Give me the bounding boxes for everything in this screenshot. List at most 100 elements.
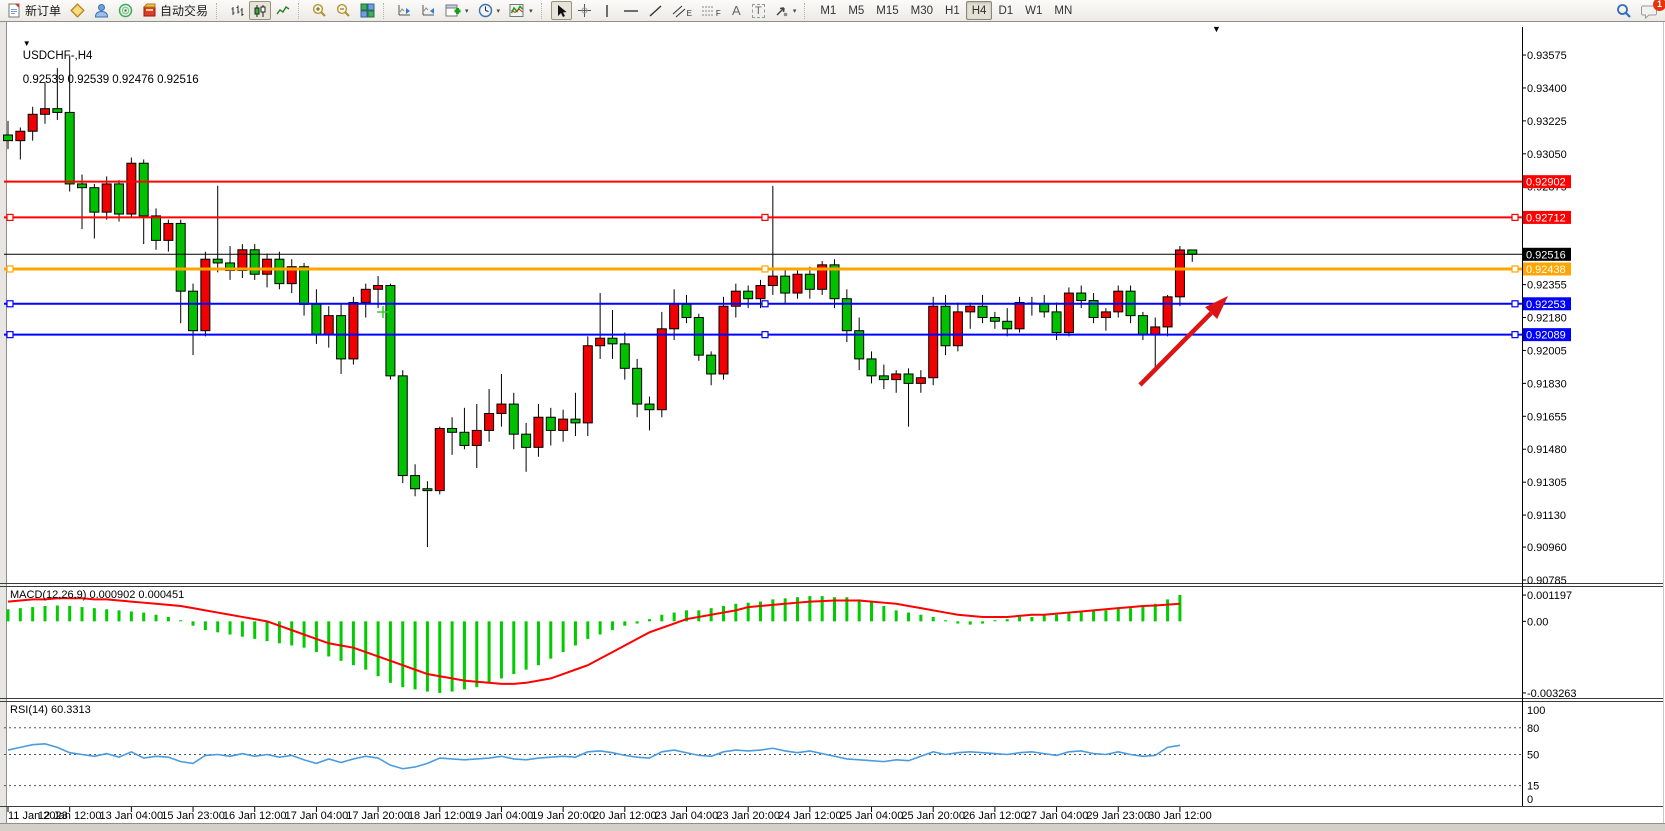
timeframe-button-M15[interactable]: M15 — [876, 4, 899, 17]
candle — [644, 403, 655, 411]
panel-collapse-icon[interactable]: ▼ — [1212, 24, 1221, 34]
timeframe-button-H1[interactable]: H1 — [945, 4, 960, 17]
bar-chart-mode-button[interactable] — [226, 1, 248, 20]
text-label-tool-button[interactable]: T — [748, 1, 769, 20]
chart-shift-button[interactable] — [417, 1, 440, 20]
candle — [928, 305, 939, 379]
line-anchor-handle[interactable] — [1511, 213, 1519, 222]
candle — [582, 345, 593, 424]
candle-chart-mode-button[interactable] — [249, 1, 272, 20]
crosshair-tool-button[interactable] — [573, 1, 596, 20]
price-tick-label: 0.93225 — [1527, 116, 1567, 128]
candle — [681, 303, 692, 319]
new-order-button[interactable]: 新订单 — [3, 1, 65, 20]
line-chart-mode-button[interactable] — [272, 1, 294, 20]
trend-arrow-head[interactable] — [1205, 296, 1228, 320]
macd-histogram-bar — [512, 621, 516, 675]
candle — [718, 305, 729, 375]
macd-histogram-bar — [956, 621, 960, 624]
candle — [385, 285, 396, 377]
price-tick-label: 0.93400 — [1527, 83, 1567, 95]
candle — [1174, 249, 1185, 298]
indicators-button[interactable]: ▾ — [505, 1, 537, 20]
macd-histogram-bar — [401, 621, 405, 688]
macd-histogram-bar — [216, 621, 220, 633]
timeframe-button-MN[interactable]: MN — [1054, 4, 1073, 17]
macd-histogram-bar — [253, 621, 257, 639]
trend-arrow-object[interactable] — [1138, 311, 1213, 387]
candle — [780, 275, 791, 294]
macd-histogram-bar — [1079, 612, 1083, 622]
account-button[interactable] — [90, 1, 113, 20]
line-anchor-handle[interactable] — [6, 265, 14, 273]
period-button[interactable]: ▾ — [474, 1, 505, 20]
timeframe-button-H4[interactable]: H4 — [965, 1, 993, 20]
new-chart-caret-icon: ▾ — [465, 7, 469, 15]
vertical-line-tool-button[interactable] — [597, 1, 618, 20]
signals-button[interactable] — [114, 1, 137, 20]
macd-histogram-bar — [277, 621, 281, 644]
macd-histogram-bar — [31, 607, 35, 622]
macd-indicator-label: MACD(12,26,9) 0.000902 0.000451 — [10, 589, 185, 601]
channel-tool-button[interactable]: E — [668, 1, 696, 20]
notifications-button[interactable]: 1 — [1637, 0, 1665, 20]
macd-histogram-bar — [1067, 612, 1071, 622]
price-line-badge — [1523, 247, 1571, 261]
tile-windows-button[interactable] — [356, 1, 379, 20]
symbol-dropdown-icon[interactable]: ▼ — [22, 39, 31, 48]
candle — [1100, 311, 1111, 319]
signal-sonar-icon — [118, 3, 133, 18]
fibonacci-tool-button[interactable]: F — [697, 1, 725, 20]
candle — [15, 130, 26, 142]
line-anchor-handle[interactable] — [6, 331, 14, 339]
line-anchor-handle[interactable] — [1511, 331, 1519, 339]
macd-histogram-bar — [586, 621, 590, 639]
timeframe-button-W1[interactable]: W1 — [1025, 4, 1043, 17]
candle — [360, 288, 371, 303]
search-button[interactable] — [1612, 1, 1636, 20]
trendline-tool-button[interactable] — [644, 1, 667, 20]
line-anchor-handle[interactable] — [6, 213, 14, 222]
auto-trading-button[interactable]: 自动交易 — [138, 1, 212, 20]
line-anchor-handle[interactable] — [6, 300, 14, 308]
line-anchor-handle[interactable] — [761, 300, 769, 308]
cursor-tool-button[interactable] — [550, 1, 572, 20]
timeframe-button-D1[interactable]: D1 — [998, 4, 1014, 17]
price-axis[interactable]: 0.935750.934000.932250.930500.928750.927… — [1522, 27, 1571, 806]
line-anchor-handle[interactable] — [1511, 300, 1519, 308]
macd-histogram-bar — [1030, 616, 1034, 622]
line-anchor-handle[interactable] — [1511, 265, 1519, 273]
price-line-badge-value: 0.92438 — [1526, 264, 1566, 276]
hline-objects[interactable] — [4, 180, 1522, 339]
new-chart-icon — [445, 4, 461, 17]
line-anchor-handle[interactable] — [761, 213, 769, 222]
line-chart-icon — [276, 5, 290, 14]
zoom-out-button[interactable] — [332, 1, 355, 20]
macd-histogram-bar — [635, 621, 639, 624]
funds-button[interactable] — [66, 1, 89, 20]
zoom-in-button[interactable] — [308, 1, 331, 20]
rsi-axis-label: 15 — [1527, 781, 1539, 793]
horizontal-line-tool-button[interactable] — [619, 1, 643, 20]
new-chart-button[interactable]: ▾ — [441, 1, 473, 20]
macd-histogram-bar — [1141, 605, 1145, 622]
candle — [866, 358, 877, 377]
line-anchor-handle[interactable] — [761, 331, 769, 339]
line-anchor-handle[interactable] — [761, 265, 769, 273]
arrows-tool-button[interactable]: ▾ — [770, 1, 801, 20]
macd-histogram-bar — [290, 621, 294, 646]
text-tool-button[interactable]: A — [726, 1, 747, 20]
auto-scroll-button[interactable] — [393, 1, 416, 20]
candle — [64, 111, 75, 185]
chart-header: ▼ USDCHF-,H4 0.92539 0.92539 0.92476 0.9… — [10, 26, 199, 98]
timeframe-button-M1[interactable]: M1 — [820, 4, 837, 17]
timeframe-button-M5[interactable]: M5 — [848, 4, 865, 17]
candle — [151, 215, 162, 241]
candle — [249, 249, 260, 275]
rsi-pane: 100 80 50 150 — [4, 705, 1545, 806]
timeframe-button-M30[interactable]: M30 — [910, 4, 934, 17]
candle — [1088, 300, 1099, 319]
macd-axis-label: 0.00 — [1527, 616, 1548, 628]
